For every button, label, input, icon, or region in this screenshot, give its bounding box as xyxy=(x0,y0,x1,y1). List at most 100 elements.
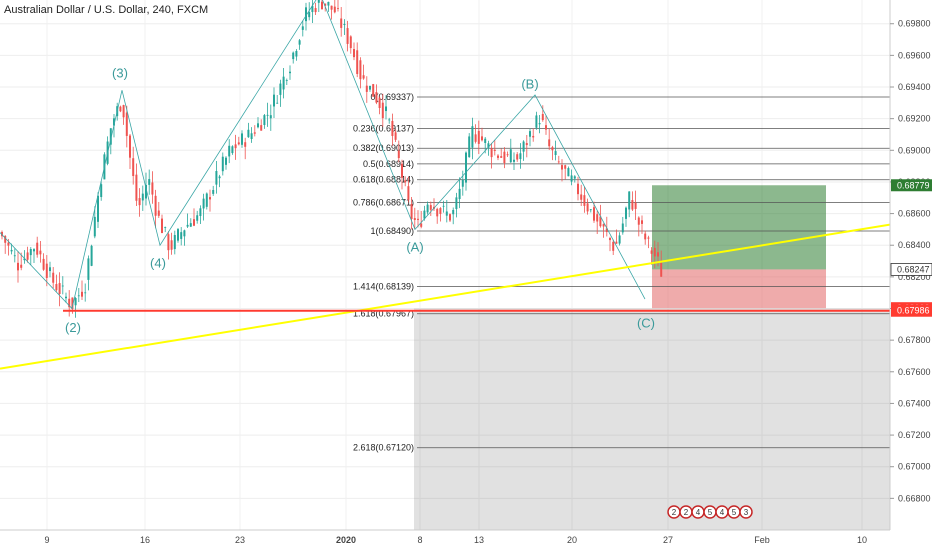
candle-body xyxy=(442,205,445,207)
candle-body xyxy=(196,215,199,221)
candle-body xyxy=(554,151,557,156)
candle-body xyxy=(263,115,266,125)
fib-level-label: 1.414(0.68139) xyxy=(353,282,414,292)
candle-body xyxy=(378,97,381,109)
candle-body xyxy=(461,179,464,187)
candle-body xyxy=(247,129,250,138)
drawn-lines[interactable] xyxy=(0,223,891,370)
candle-body xyxy=(279,83,282,95)
elliott-wave-lines[interactable] xyxy=(0,0,646,310)
candle-body xyxy=(484,138,487,143)
time-tick-label: 20 xyxy=(567,535,577,545)
candle-body xyxy=(170,240,173,250)
yellow-trendline[interactable] xyxy=(0,223,891,370)
event-flag[interactable] xyxy=(739,505,753,519)
candle-body xyxy=(90,245,93,266)
candle-body xyxy=(605,228,608,233)
candle-body xyxy=(333,6,336,13)
candle-body xyxy=(340,18,343,28)
candle-body xyxy=(317,0,320,3)
candle-body xyxy=(359,60,362,80)
price-marker[interactable] xyxy=(890,263,932,276)
candle-body xyxy=(436,208,439,217)
candle-body xyxy=(305,7,307,22)
candle-body xyxy=(42,258,45,270)
candle-body xyxy=(503,151,506,164)
candle-body xyxy=(545,125,547,130)
candle-body xyxy=(298,40,301,45)
candle-body xyxy=(65,296,67,299)
candle-body xyxy=(119,106,122,112)
wave-path[interactable] xyxy=(0,0,646,310)
candle-body xyxy=(241,133,243,145)
candle-body xyxy=(660,263,663,277)
candle-body xyxy=(324,3,327,6)
candle-body xyxy=(471,126,474,148)
candle-body xyxy=(490,148,493,158)
candle-body xyxy=(449,214,451,221)
candle-body xyxy=(375,92,378,103)
candle-body xyxy=(45,263,48,278)
grid-lines xyxy=(0,0,890,530)
candle-body xyxy=(452,209,455,215)
candle-body xyxy=(529,131,531,137)
price-marker-label: 0.68247 xyxy=(897,264,930,274)
candle-body xyxy=(356,50,359,74)
candle-body xyxy=(509,149,512,163)
candle-body xyxy=(81,291,83,297)
time-tick-label: 9 xyxy=(44,535,49,545)
price-tick-label: 0.69600 xyxy=(898,50,931,60)
candle-body xyxy=(295,50,298,57)
candle-body xyxy=(628,191,631,210)
candle-body xyxy=(429,205,432,210)
candle-body xyxy=(113,118,115,126)
candle-body xyxy=(234,144,237,149)
fibonacci-retracement[interactable]: 0(0.69337) 0.236(0.69137) 0.382(0.69013) 0.… xyxy=(353,92,890,453)
candle-body xyxy=(250,133,253,140)
candle-body xyxy=(292,52,295,60)
candle-body xyxy=(385,106,387,112)
candle-body xyxy=(135,174,138,201)
candle-body xyxy=(349,36,352,49)
chart-title: Australian Dollar / U.S. Dollar, 240, FX… xyxy=(4,4,209,16)
fib-level-label: 0.618(0.68814) xyxy=(353,175,414,185)
candle-body xyxy=(641,220,643,224)
candle-body xyxy=(273,94,275,107)
candle-body xyxy=(561,165,563,170)
candle-body xyxy=(404,180,407,183)
candle-body xyxy=(321,1,323,10)
candle-body xyxy=(567,168,570,177)
candle-body xyxy=(23,258,26,261)
candle-body xyxy=(29,249,32,256)
candle-body xyxy=(487,143,490,148)
candle-body xyxy=(513,159,515,162)
price-axis[interactable]: 0.698000.696000.694000.692000.690000.688… xyxy=(889,0,932,550)
loss-zone xyxy=(652,269,826,309)
candle-body xyxy=(71,297,74,310)
candle-body xyxy=(596,214,599,222)
candle-body xyxy=(381,102,384,119)
candle-body xyxy=(477,130,480,144)
price-marker[interactable] xyxy=(891,179,932,192)
time-axis[interactable]: 9 16 23 2020 8 13 20 27 Feb 10 xyxy=(0,529,890,550)
price-marker[interactable] xyxy=(891,304,932,317)
candle-body xyxy=(177,229,179,241)
candle-body xyxy=(330,5,333,10)
wave-label: (2) xyxy=(65,320,81,335)
fib-level-label: 0.236(0.69137) xyxy=(353,124,414,134)
time-axis-bg xyxy=(0,530,890,550)
candle-body xyxy=(132,158,135,177)
candle-body xyxy=(282,76,285,90)
candle-body xyxy=(138,198,141,206)
price-tick-label: 0.68200 xyxy=(898,272,931,282)
candle-body xyxy=(180,232,183,239)
candle-body xyxy=(215,171,218,185)
candle-body xyxy=(7,242,10,246)
candle-body xyxy=(426,204,429,213)
candle-body xyxy=(391,120,394,136)
candle-body xyxy=(205,193,208,207)
fib-level-label: 0.382(0.69013) xyxy=(353,143,414,153)
candle-body xyxy=(401,163,403,178)
